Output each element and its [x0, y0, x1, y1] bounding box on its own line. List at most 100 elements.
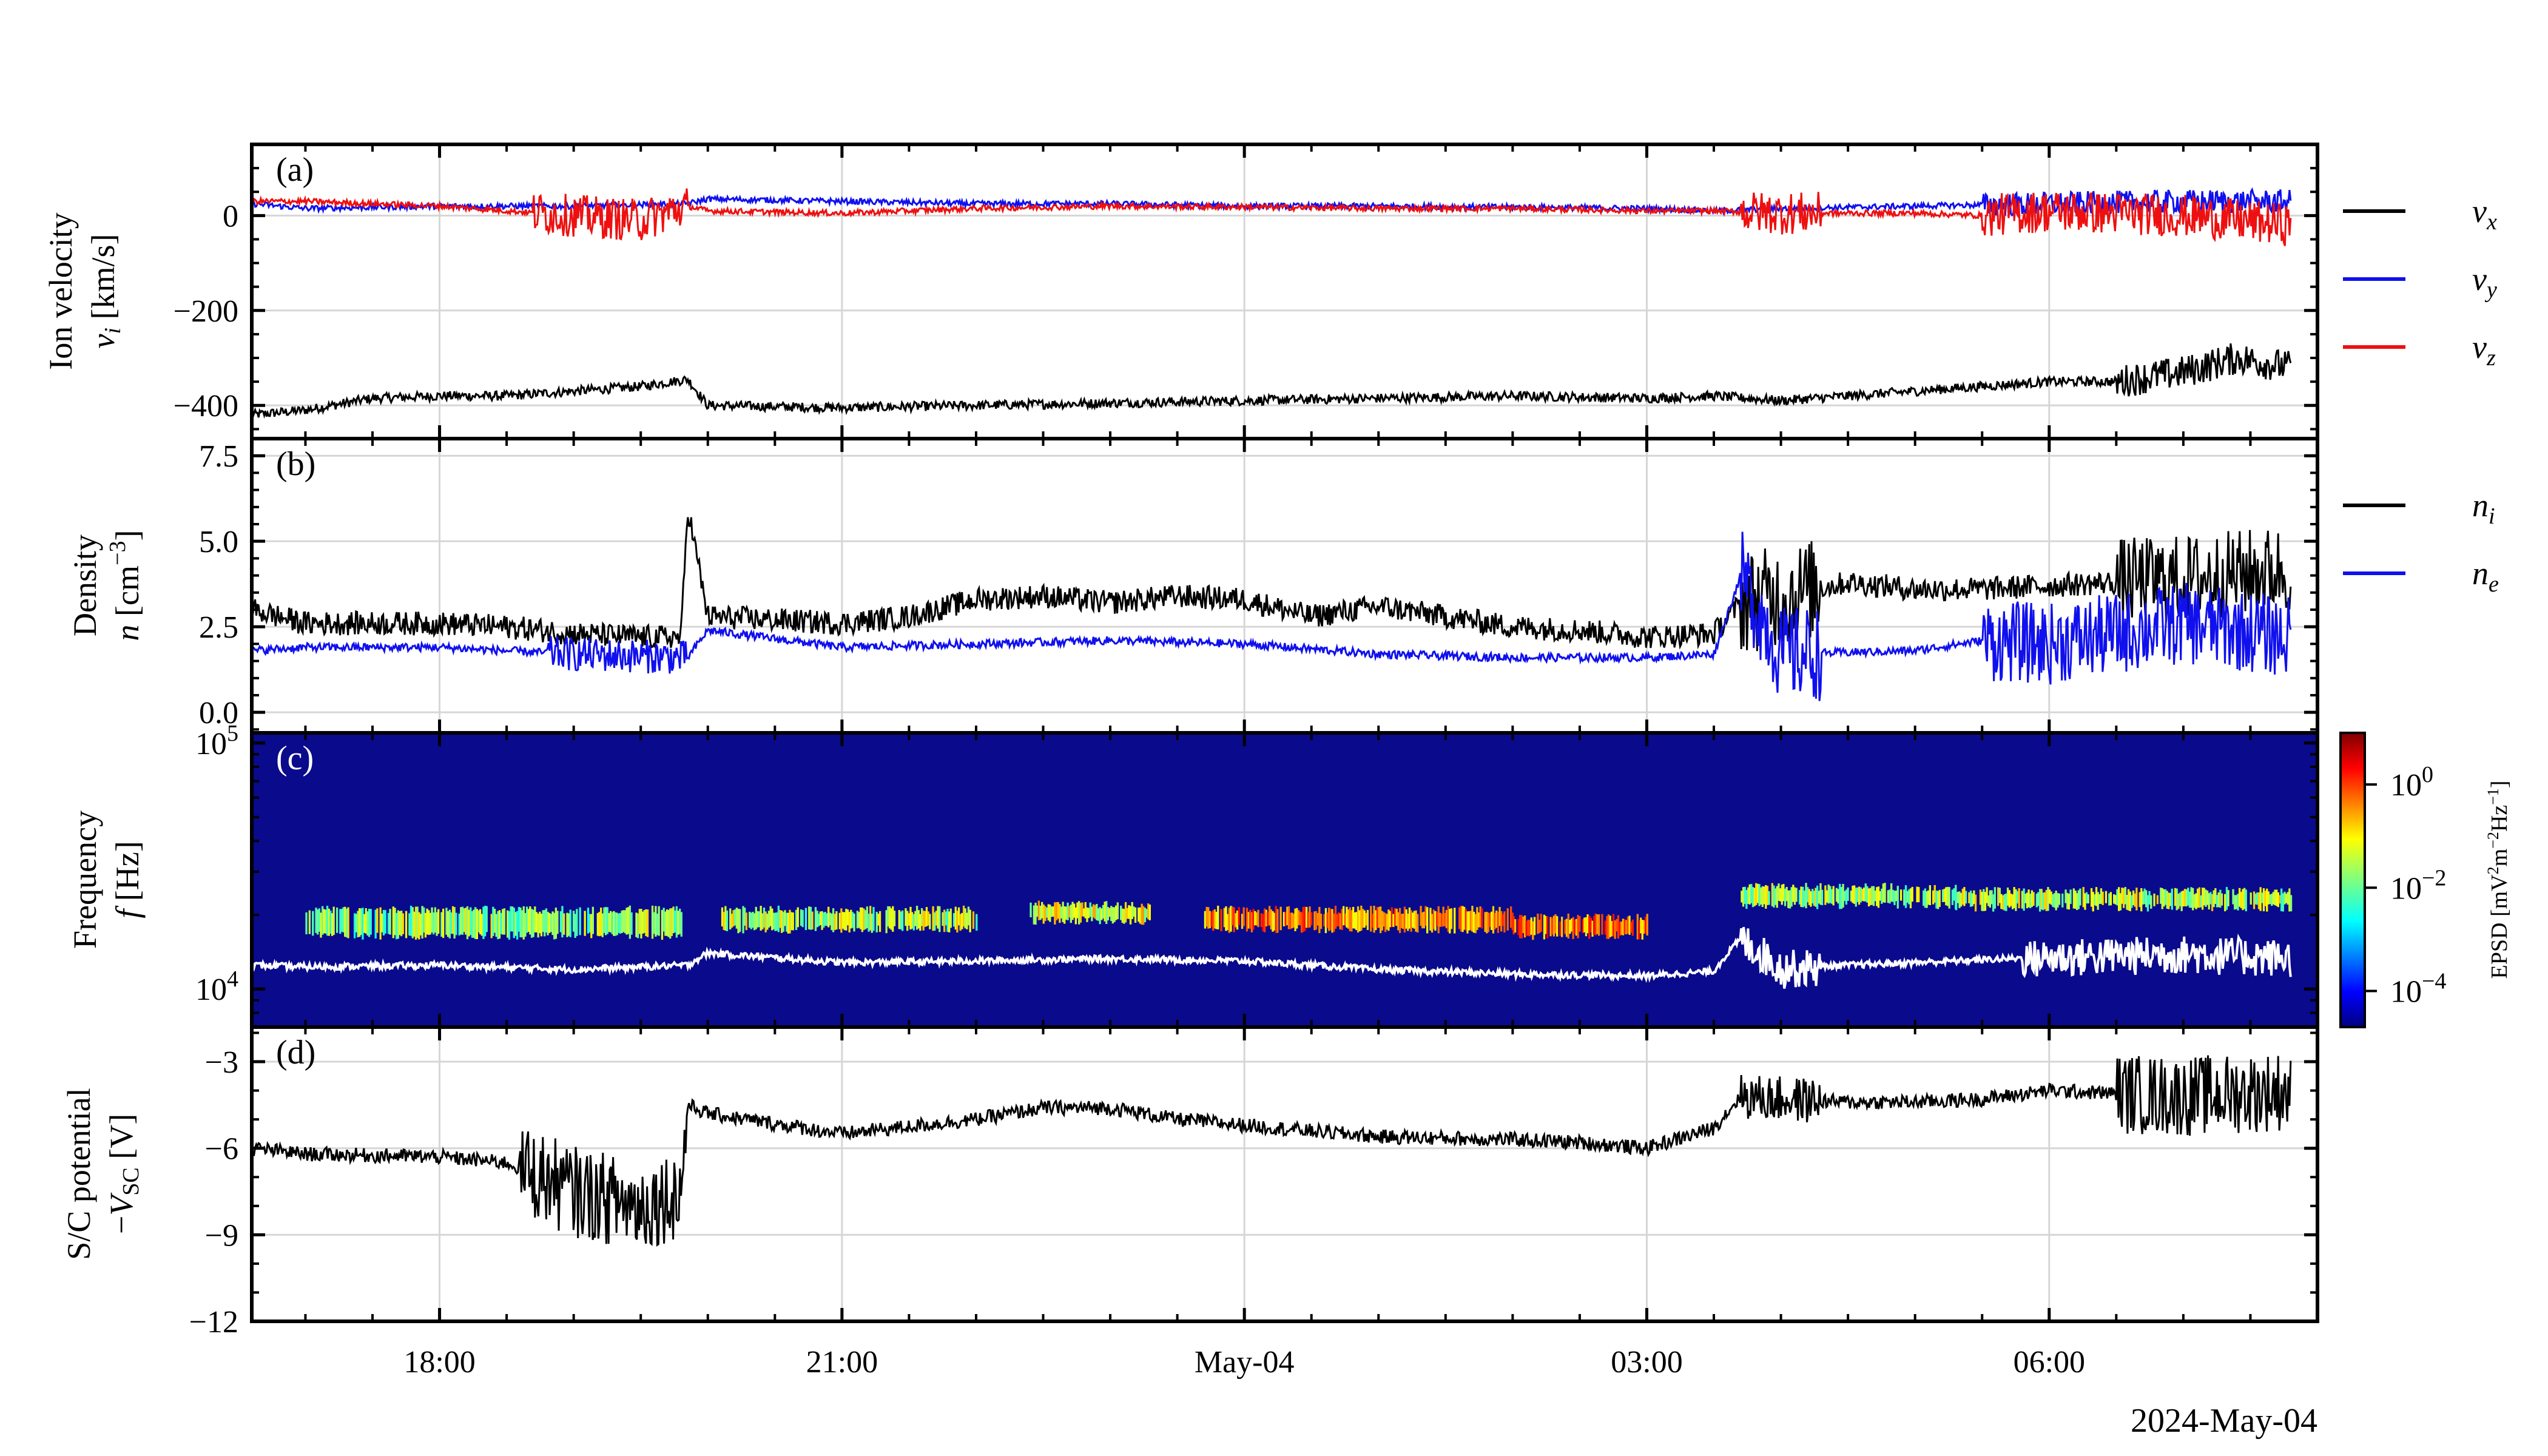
spectrogram-cell [1087, 908, 1090, 918]
spectrogram-cell [1086, 907, 1088, 922]
spectrogram-cell [561, 906, 564, 938]
spectrogram-cell [2239, 888, 2241, 907]
legend-label-n_i: ni [2472, 487, 2495, 529]
spectrogram-cell [500, 912, 502, 934]
spectrogram-cell [1291, 912, 1293, 929]
spectrogram-cell [1355, 912, 1358, 931]
spectrogram-cell [608, 913, 610, 932]
spectrogram-cell [1276, 909, 1279, 933]
spectrogram-cell [418, 912, 420, 940]
spectrogram-cell [1835, 888, 1838, 902]
spectrogram-cell [781, 911, 783, 933]
spectrogram-cell [2069, 889, 2072, 905]
spectrogram-cell [2131, 895, 2133, 908]
spectrogram-cell [544, 910, 546, 937]
spectrogram-cell [1131, 902, 1133, 919]
spectrogram-cell [2105, 891, 2108, 903]
spectrogram-cell [908, 913, 910, 926]
spectrogram-cell [1491, 911, 1493, 930]
spectrogram-cell [2232, 889, 2234, 905]
panel-d-ylabel: S/C potential [61, 1088, 97, 1260]
spectrogram-cell [2164, 889, 2167, 905]
spectrogram-cell [315, 908, 317, 933]
spectrogram-cell [2187, 888, 2189, 906]
spectrogram-cell [814, 907, 817, 931]
spectrogram-cell [875, 912, 878, 932]
spectrogram-cell [1997, 887, 2000, 906]
spectrogram-cell [511, 906, 514, 932]
spectrogram-cell [1083, 908, 1085, 917]
spectrogram-cell [1872, 886, 1875, 906]
spectrogram-cell [2013, 887, 2015, 908]
spectrogram-cell [392, 906, 394, 939]
spectrogram-cell [1927, 890, 1930, 905]
spectrogram-cell [1445, 910, 1448, 929]
spectrogram-cell [1037, 900, 1040, 920]
spectrogram-cell [1543, 914, 1546, 940]
spectrogram-cell [368, 909, 371, 937]
spectrogram-cell [1864, 883, 1867, 902]
colorbar-gradient [2339, 732, 2366, 1028]
panel-c-ylabel: Frequency [67, 811, 103, 949]
spectrogram-cell [1631, 919, 1634, 936]
spectrogram-cell [2282, 893, 2284, 912]
spectrogram-cell [967, 906, 970, 926]
panel-b-ylabel-sub: n [cm−3] [105, 530, 146, 641]
spectrogram-cell [1463, 906, 1466, 930]
spectrogram-cell [547, 912, 549, 935]
spectrogram-cell [2253, 891, 2256, 909]
spectrogram-cell [545, 908, 548, 933]
spectrogram-cell [1747, 887, 1750, 904]
spectrogram-cell [611, 912, 613, 934]
spectrogram-cell [1938, 889, 1941, 907]
spectrogram-cell [651, 905, 654, 939]
spectrogram-cell [2127, 889, 2130, 911]
spectrogram-cell [2032, 892, 2035, 906]
spectrogram-cell [1604, 920, 1606, 935]
spectrogram-cell [792, 912, 794, 931]
spectrogram-cell [1454, 908, 1456, 934]
spectrogram-cell [942, 912, 944, 926]
spectrogram-cell [1971, 893, 1973, 906]
spectrogram-cell [2024, 894, 2027, 903]
spectrogram-cell [1800, 886, 1802, 907]
spectrogram-cell [1220, 909, 1222, 931]
spectrogram-cell [318, 908, 320, 932]
spectrogram-cell [1489, 912, 1491, 928]
spectrogram-cell [653, 912, 655, 934]
spectrogram-cell [1520, 915, 1523, 939]
spectrogram-cell [1468, 911, 1471, 931]
colorbar-label: EPSD [mV2m−2Hz−1] [2484, 781, 2512, 979]
spectrogram-cell [2195, 893, 2197, 909]
spectrogram-cell [1551, 917, 1554, 935]
spectrogram-cell [1407, 914, 1409, 931]
spectrogram-cell [2053, 893, 2056, 908]
series-vsc-line [251, 1055, 2292, 1247]
spectrogram-cell [1408, 907, 1411, 929]
spectrogram-cell [1442, 906, 1444, 926]
spectrogram-cell [1984, 892, 1987, 911]
spectrogram-cell [614, 912, 617, 936]
spectrogram-cell [525, 906, 528, 933]
spectrogram-cell [2143, 888, 2146, 905]
spectrogram-cell [1830, 889, 1833, 904]
spectrogram-cell [1935, 890, 1938, 909]
spectrogram-cell [1955, 892, 1958, 911]
spectrogram-cell [1324, 908, 1327, 934]
spectrogram-cell [2043, 892, 2046, 909]
spectrogram-cell [1636, 914, 1639, 940]
spectrogram-cell [551, 911, 554, 935]
spectrogram-cell [474, 907, 477, 939]
spectrogram-cell [1431, 914, 1434, 933]
spectrogram-cell [1525, 921, 1528, 936]
spectrogram-cell [1862, 888, 1866, 902]
spectrogram-cell [592, 906, 594, 934]
spectrogram-cell [1936, 891, 1940, 909]
spectrogram-cell [1646, 914, 1648, 935]
spectrogram-cell [1528, 920, 1531, 937]
spectrogram-cell [868, 914, 870, 932]
spectrogram-cell [1294, 908, 1296, 931]
spectrogram-cell [1073, 903, 1076, 918]
spectrogram-cell [658, 906, 660, 936]
panel-d-letter: (d) [276, 1034, 315, 1071]
